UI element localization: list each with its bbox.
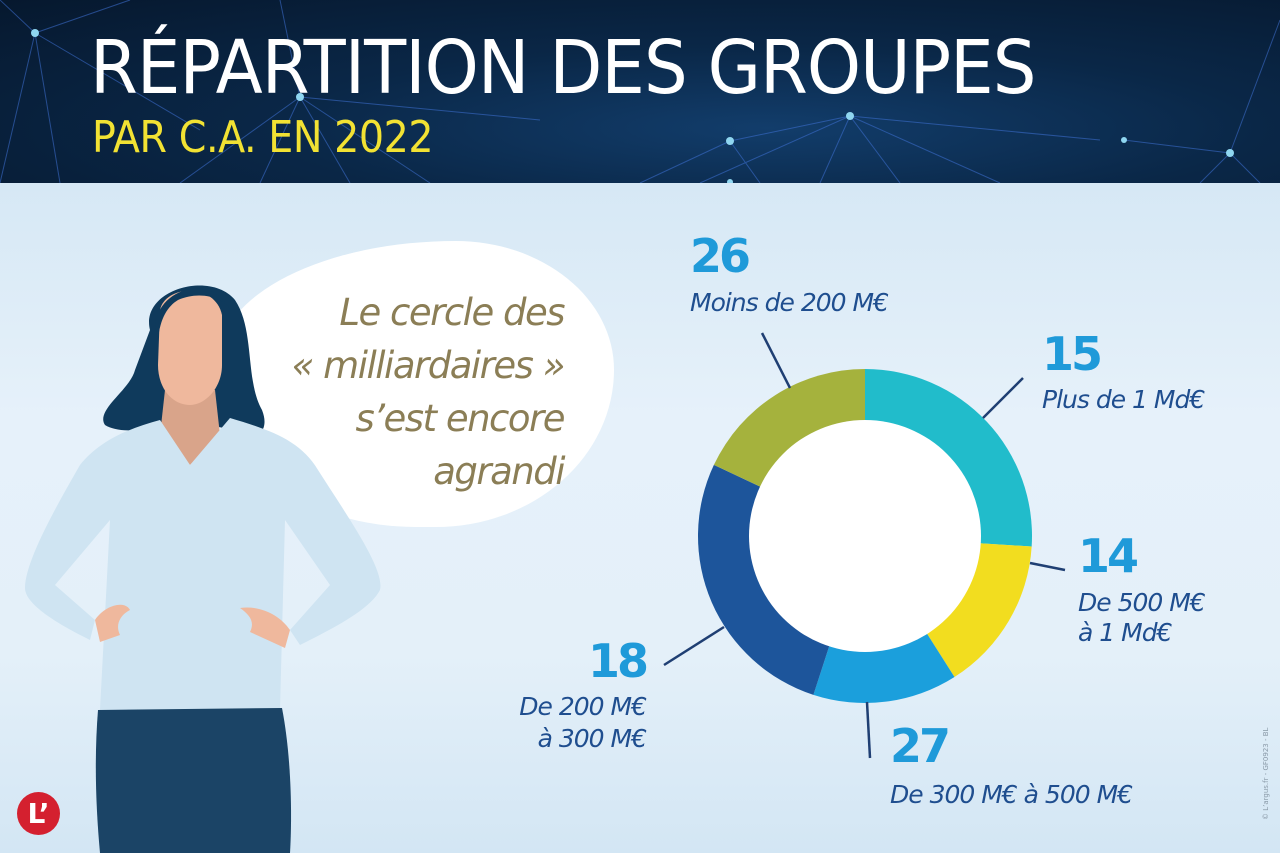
label-200-300-line2: à 300 M€ (537, 724, 647, 753)
label-500-1md-line1: De 500 M€ (1078, 588, 1206, 617)
page-subtitle: PAR C.A. EN 2022 (92, 112, 434, 163)
bubble-line-1: Le cercle des (339, 291, 565, 334)
bubble-line-4: agrandi (433, 450, 565, 493)
copyright-credit: © L’argus.fr - GF0923 - BL (1262, 727, 1270, 820)
value-plus-1md: 15 (1042, 327, 1103, 381)
leader-lines (663, 332, 1066, 759)
largus-logo: L’ (17, 792, 60, 835)
value-500-1md: 14 (1078, 529, 1139, 583)
label-moins-200: Moins de 200 M€ (690, 288, 889, 317)
header-banner: RÉPARTITION DES GROUPES PAR C.A. EN 2022 (0, 0, 1280, 183)
value-200-300: 18 (587, 634, 649, 688)
donut-hole (749, 420, 981, 652)
bubble-line-3: s’est encore (355, 397, 565, 440)
network-background-graphic (0, 0, 1280, 183)
label-plus-1md: Plus de 1 Md€ (1042, 385, 1205, 414)
speech-bubble-text: Le cercle des « milliardaires » s’est en… (250, 286, 566, 498)
label-500-1md-line2: à 1 Md€ (1078, 618, 1172, 647)
page-title: RÉPARTITION DES GROUPES (90, 25, 1036, 111)
value-moins-200: 26 (690, 229, 751, 283)
value-300-500: 27 (890, 719, 951, 773)
bubble-line-2: « milliardaires » (291, 344, 566, 387)
label-300-500: De 300 M€ à 500 M€ (890, 780, 1133, 809)
woman-illustration (25, 285, 381, 853)
label-200-300-line1: De 200 M€ (519, 692, 647, 721)
